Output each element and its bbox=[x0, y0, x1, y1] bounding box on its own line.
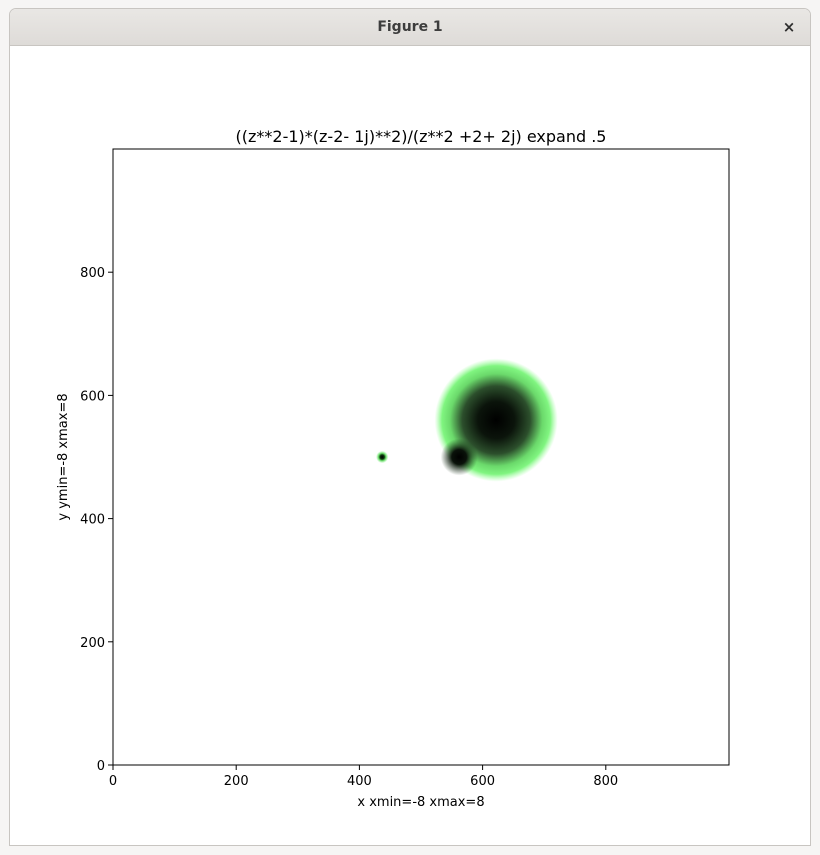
heatmap-chart: ((z**2-1)*(z-2- 1j)**2)/(z**2 +2+ 2j) ex… bbox=[56, 127, 730, 810]
x-tick-label: 200 bbox=[224, 774, 249, 789]
y-tick-label: 800 bbox=[80, 266, 105, 281]
figure-canvas: ((z**2-1)*(z-2- 1j)**2)/(z**2 +2+ 2j) ex… bbox=[10, 46, 810, 845]
close-button[interactable]: × bbox=[782, 18, 796, 36]
y-tick-label: 200 bbox=[80, 636, 105, 651]
x-tick-label: 600 bbox=[470, 774, 495, 789]
x-axis-label: x xmin=-8 xmax=8 bbox=[357, 795, 484, 810]
feature-small-pole bbox=[376, 450, 389, 464]
x-tick-label: 800 bbox=[593, 774, 618, 789]
y-axis-label: y ymin=-8 xmax=8 bbox=[56, 393, 71, 520]
chart-title: ((z**2-1)*(z-2- 1j)**2)/(z**2 +2+ 2j) ex… bbox=[236, 127, 607, 146]
feature-blob-zero bbox=[440, 438, 478, 476]
plot-frame bbox=[112, 148, 730, 766]
x-tick-label: 400 bbox=[347, 774, 372, 789]
y-tick-label: 600 bbox=[80, 389, 105, 404]
x-tick-label: 0 bbox=[109, 774, 117, 789]
y-tick-label: 0 bbox=[97, 759, 105, 774]
window-title: Figure 1 bbox=[377, 19, 443, 35]
figure-window: Figure 1 × bbox=[9, 8, 811, 846]
title-bar: Figure 1 × bbox=[10, 9, 810, 46]
y-tick-label: 400 bbox=[80, 513, 105, 528]
